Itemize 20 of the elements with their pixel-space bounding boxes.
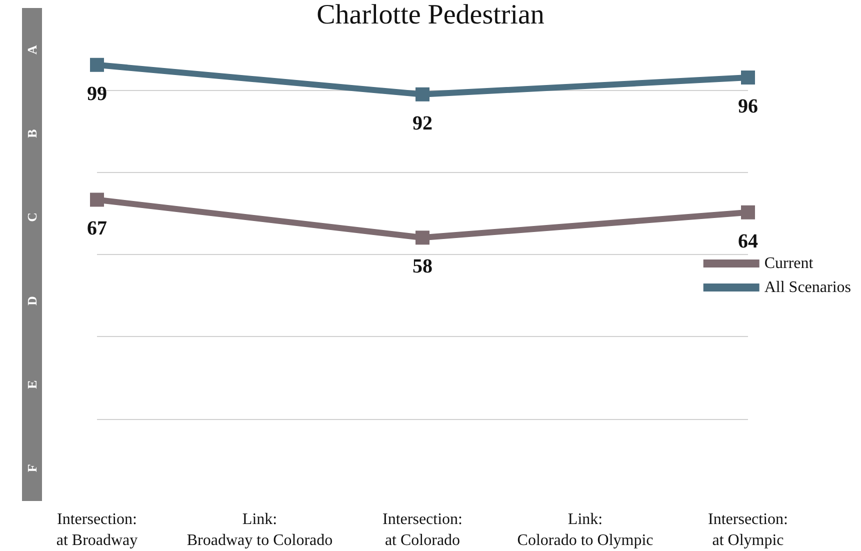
- x-tick-label: Link: Colorado to Olympic: [517, 511, 654, 549]
- data-label: 92: [412, 112, 432, 134]
- x-tick-label: Intersection: at Broadway: [56, 511, 138, 549]
- text: F: [24, 464, 40, 472]
- x-tick-label: Link: Broadway to Colorado: [186, 511, 333, 549]
- legend-label: Current: [764, 255, 814, 272]
- data-label: 58: [412, 256, 432, 278]
- data-label: 64: [738, 230, 758, 252]
- text: A: [24, 44, 40, 55]
- text: C: [24, 212, 40, 222]
- text: B: [24, 128, 40, 138]
- text: D: [24, 296, 40, 306]
- legend-label: All Scenarios: [764, 279, 852, 296]
- data-label: 67: [87, 218, 107, 240]
- x-tick-label: Intersection: at Olympic: [708, 511, 788, 549]
- text: E: [24, 380, 40, 389]
- chart-title: Charlotte Pedestrian: [316, 0, 544, 30]
- data-label: 96: [738, 96, 758, 118]
- x-tick-label: Intersection: at Colorado: [382, 511, 462, 549]
- data-label: 99: [87, 82, 107, 105]
